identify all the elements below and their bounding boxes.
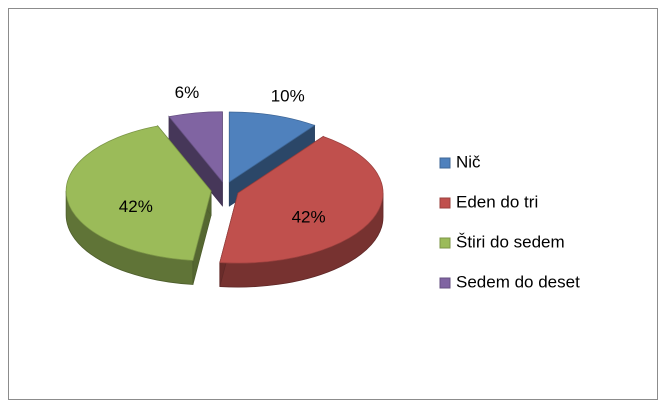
legend-label: Sedem do deset xyxy=(456,272,580,291)
legend-label: Štiri do sedem xyxy=(456,232,565,251)
legend-swatch xyxy=(439,277,451,289)
slice-top xyxy=(219,136,384,264)
data-label: 10% xyxy=(271,86,305,105)
pie-slice xyxy=(168,111,223,207)
slice-top xyxy=(65,125,212,261)
legend-swatch xyxy=(439,237,451,249)
slice-top xyxy=(228,111,316,183)
legend-swatch xyxy=(439,197,451,209)
pie-slice xyxy=(219,135,384,288)
pie-slice xyxy=(65,124,212,285)
legend-swatch xyxy=(439,157,451,169)
data-label: 42% xyxy=(119,197,153,216)
slice-top xyxy=(168,111,223,183)
data-label: 42% xyxy=(292,207,326,226)
legend-label: Nič xyxy=(456,152,481,171)
legend-label: Eden do tri xyxy=(456,192,538,211)
data-label: 6% xyxy=(175,83,200,102)
